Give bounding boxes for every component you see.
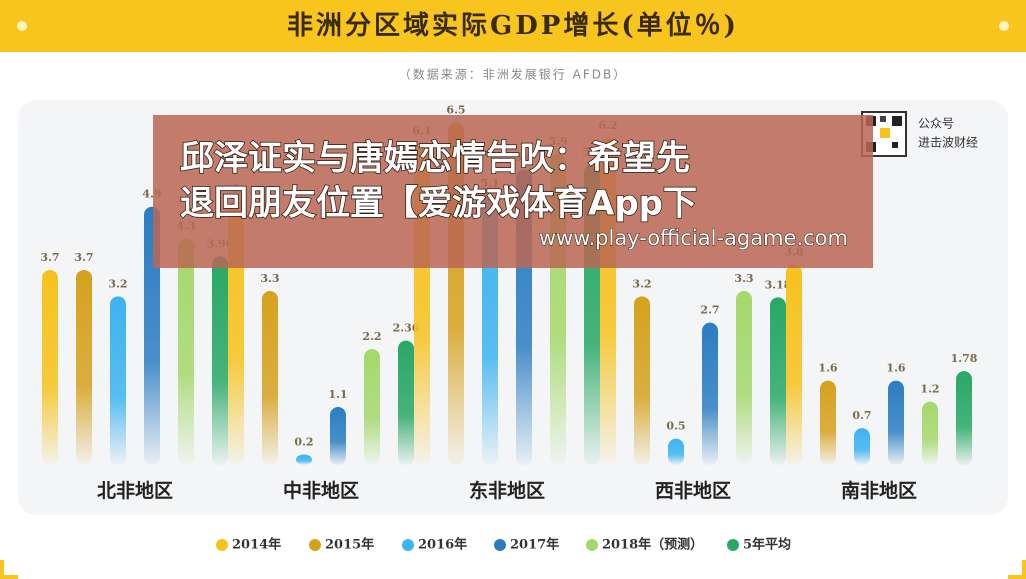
bar: [888, 380, 904, 465]
bar: [634, 296, 650, 465]
data-label: 0.2: [294, 435, 313, 448]
bar: [702, 322, 718, 465]
bar: [42, 269, 58, 465]
legend-swatch: [309, 539, 321, 551]
legend-swatch: [216, 539, 228, 551]
overlay-line: 邱泽证实与唐嫣恋情告吹：希望先: [180, 139, 690, 179]
x-tick-label: 中非地区: [283, 479, 359, 502]
x-tick-label: 东非地区: [469, 479, 545, 502]
data-label: 3.7: [40, 251, 59, 264]
overlay-line: 退回朋友位置【爱游戏体育App下: [180, 184, 697, 224]
bar: [212, 256, 228, 465]
bar: [854, 428, 870, 465]
legend-swatch: [727, 539, 739, 551]
bar: [922, 401, 938, 465]
data-label: 2.2: [362, 330, 381, 343]
data-label: 0.7: [852, 409, 871, 422]
legend-swatch: [402, 539, 414, 551]
data-label: 3.3: [734, 272, 753, 285]
bar: [770, 297, 786, 465]
overlay-box: [153, 115, 873, 268]
bar: [262, 291, 278, 465]
bar: [956, 371, 972, 465]
title-bar: [0, 0, 1026, 52]
chart-subtitle: （数据来源：非洲发展银行 AFDB）: [399, 67, 627, 82]
data-label: 3.7: [74, 251, 93, 264]
corner: [0, 560, 18, 579]
corner: [1008, 560, 1026, 579]
legend-label: 5年平均: [743, 537, 791, 553]
bar: [330, 407, 346, 465]
legend-label: 2016年: [418, 537, 467, 553]
data-label: 3.2: [108, 277, 127, 290]
overlay-url: www.play-official-agame.com: [539, 226, 848, 250]
bar: [76, 269, 92, 465]
legend-swatch: [494, 539, 506, 551]
data-label: 2.7: [700, 304, 719, 317]
x-tick-label: 北非地区: [97, 479, 173, 502]
legend-label: 2017年: [510, 537, 559, 553]
bar: [736, 291, 752, 465]
bar: [178, 238, 194, 465]
overlay: 邱泽证实与唐嫣恋情告吹：希望先 退回朋友位置【爱游戏体育App下 www.pla…: [153, 115, 873, 268]
decor-dot: [999, 21, 1009, 31]
qr-caption: 公众号: [918, 117, 954, 131]
legend-label: 2014年: [232, 537, 281, 553]
chart-title: 非洲分区域实际GDP增长(单位％): [287, 10, 739, 41]
bar: [668, 438, 684, 465]
legend-label: 2015年: [325, 537, 374, 553]
data-label: 3.3: [260, 272, 279, 285]
data-label: 2.36: [393, 322, 420, 335]
bar: [398, 340, 414, 465]
data-label: 1.2: [920, 383, 939, 396]
bar: [820, 380, 836, 465]
qr-caption: 进击波财经: [918, 136, 978, 150]
data-label: 3.18: [765, 278, 792, 291]
data-label: 1.78: [951, 352, 978, 365]
data-label: 1.6: [886, 362, 905, 375]
data-label: 6.5: [446, 103, 465, 116]
x-tick-label: 南非地区: [841, 479, 917, 502]
x-tick-label: 西非地区: [655, 479, 731, 502]
bar: [296, 454, 312, 465]
bar: [364, 349, 380, 465]
data-label: 1.6: [818, 362, 837, 375]
legend-swatch: [586, 539, 598, 551]
bar: [110, 296, 126, 465]
bar: [786, 264, 802, 465]
data-label: 3.2: [632, 277, 651, 290]
data-label: 0.5: [666, 420, 685, 433]
legend-label: 2018年（预测）: [602, 537, 703, 553]
decor-dot: [17, 21, 27, 31]
data-label: 1.1: [328, 388, 347, 401]
bar: [144, 206, 160, 465]
